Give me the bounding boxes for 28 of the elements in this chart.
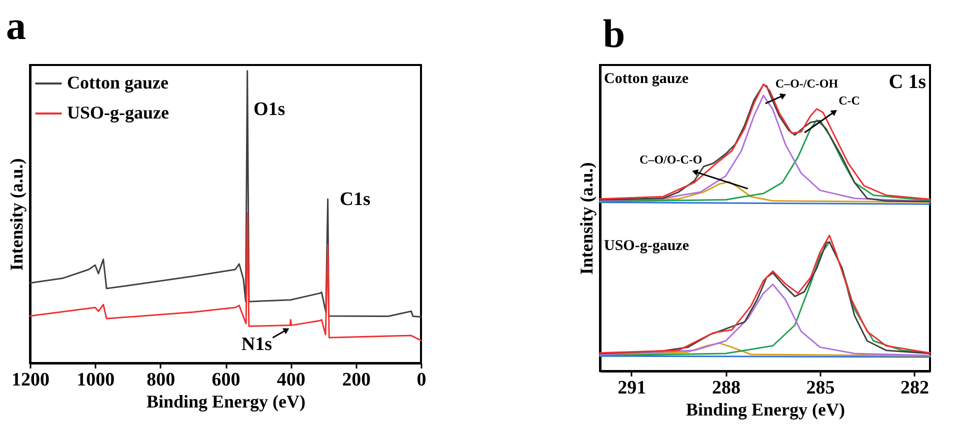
x-tick-label: 1000 — [76, 370, 115, 390]
x-tick-label: 0 — [416, 370, 426, 390]
x-tick-label: 288 — [712, 378, 740, 398]
annotation: O1s — [253, 98, 286, 120]
annotation: C1s — [340, 189, 370, 210]
annotation: N1s — [241, 334, 272, 355]
text: b — [602, 11, 626, 56]
x-tick-label: 282 — [900, 378, 930, 398]
x-tick-label: 285 — [806, 378, 835, 398]
y-axis-title: Intensity (a.u.) — [576, 162, 596, 275]
annotation: Cotton gauze — [604, 71, 689, 87]
x-tick-label: 400 — [276, 370, 306, 390]
x-tick-label: 1200 — [12, 370, 50, 390]
annotation: C 1s — [888, 71, 926, 93]
y-axis-title: Intensity (a.u.) — [6, 158, 26, 271]
annotation: C–O-/C-OH — [775, 76, 839, 90]
legend-label: Cotton gauze — [67, 72, 168, 92]
x-tick-label: 800 — [146, 370, 176, 390]
x-tick-label: 200 — [342, 370, 371, 390]
annotation: C–O/O-C-O — [640, 152, 702, 167]
x-tick-label: 600 — [212, 370, 240, 390]
x-axis-title: Binding Energy (eV) — [146, 392, 306, 412]
x-tick-label: 291 — [618, 378, 646, 398]
annotation: C-C — [838, 94, 860, 108]
x-axis-title: Binding Energy (eV) — [686, 400, 846, 420]
legend-label: USO-g-gauze — [67, 102, 169, 122]
annotation: USO-g-gauze — [604, 238, 690, 254]
text: a — [6, 3, 26, 48]
